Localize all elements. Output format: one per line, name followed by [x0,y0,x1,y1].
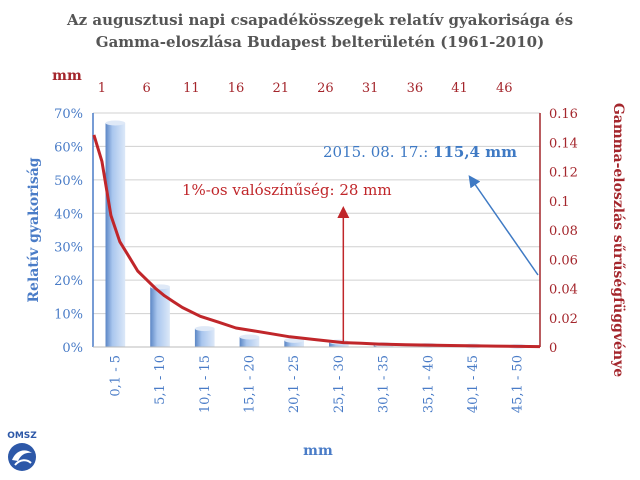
y-right-tick-label: 0.06 [549,253,578,268]
bar [105,123,126,348]
y-right-tick-label: 0.08 [549,224,578,239]
x-top-axis-title: mm [52,68,82,84]
x-top-tick-label: 21 [272,81,289,96]
bar [150,286,170,347]
x-category-label: 35,1 - 40 [421,355,436,413]
y-left-tick-label: 30% [54,241,83,256]
y-left-axis-title: Relatív gyakoriság [26,157,42,302]
x-category-label: 0,1 - 5 [108,355,123,397]
y-right-tick-label: 0 [549,341,557,356]
x-top-tick-label: 31 [362,81,379,96]
omsz-logo-text: OMSZ [7,431,37,441]
x-top-tick-label: 41 [451,81,468,96]
x-top-tick-label: 16 [228,81,245,96]
omsz-logo-graphic: OMSZ [7,431,37,471]
x-category-label: 45,1 - 50 [511,355,526,413]
x-category-label: 30,1 - 35 [377,355,392,413]
y-left-tick-label: 40% [54,207,83,222]
y-right-tick-label: 0.14 [549,136,578,151]
omsz-logo: OMSZ [3,428,41,474]
x-top-tick-label: 6 [142,81,150,96]
x-category-label: 10,1 - 15 [198,355,213,413]
y-left-tick-label: 10% [54,308,83,323]
y-left-tick-label: 60% [54,140,83,155]
percentile-annotation: 1%-os valószínűség: 28 mm [182,181,392,199]
y-right-tick-label: 0.16 [549,107,578,122]
x-top-tick-label: 36 [407,81,424,96]
x-top-tick-label: 46 [496,81,513,96]
y-left-tick-label: 20% [54,274,83,289]
event-date: 2015. 08. 17.: [323,143,433,161]
y-left-tick-label: 70% [54,107,83,122]
event-value: 115,4 mm [433,143,517,161]
bar [194,328,215,347]
bar [239,336,260,347]
x-axis-title: mm [303,443,333,459]
bar-top [105,120,126,126]
gamma-density-line [92,134,541,349]
bar [329,341,349,347]
event-arrow [468,175,539,276]
chart-title-line-2: Gamma-eloszlása Budapest belterületén (1… [95,33,545,51]
y-right-tick-label: 0.02 [549,312,578,327]
x-top-tick-label: 1 [98,81,106,96]
y-right-axis-title: Gamma-eloszlás sűrűségfüggvénye [610,103,626,377]
y-left-tick-label: 50% [54,174,83,189]
x-top-tick-label: 26 [317,81,334,96]
x-category-label: 20,1 - 25 [287,355,302,413]
y-left-tick-label: 0% [62,341,83,356]
bar [284,340,304,347]
chart-title-line-1: Az augusztusi napi csapadékösszegek rela… [66,11,574,29]
x-top-tick-label: 11 [183,81,200,96]
x-category-label: 25,1 - 30 [332,355,347,413]
event-annotation: 2015. 08. 17.: 115,4 mm [323,143,517,161]
y-right-tick-label: 0.04 [549,283,578,298]
x-category-label: 40,1 - 45 [466,355,481,413]
y-right-tick-label: 0.1 [549,195,570,210]
bar-top [194,326,215,332]
y-right-tick-label: 0.12 [549,166,578,181]
bar-top [239,334,260,340]
x-category-label: 5,1 - 10 [153,355,168,405]
x-category-label: 15,1 - 20 [242,355,257,413]
